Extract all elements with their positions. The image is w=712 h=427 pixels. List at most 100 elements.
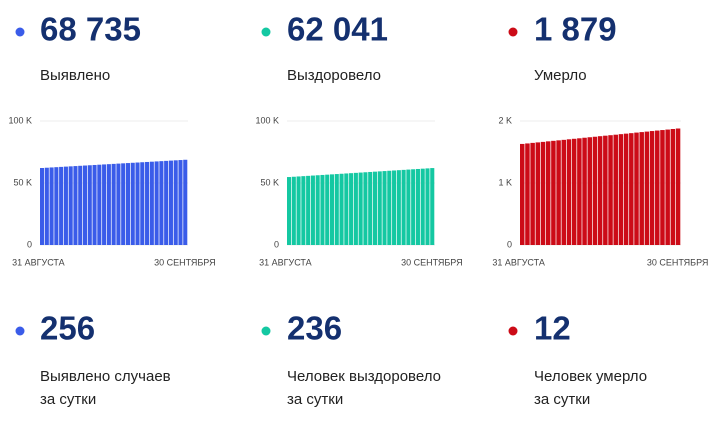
bar: [618, 134, 624, 245]
bar: [116, 163, 121, 245]
bar: [59, 166, 64, 245]
stat-value: 62 041: [287, 11, 388, 48]
bar: [566, 139, 572, 245]
bar: [358, 172, 363, 245]
daily-label: за сутки: [534, 391, 590, 408]
x-tick-label: 31 АВГУСТА: [259, 257, 312, 267]
bar: [382, 171, 387, 245]
bar: [130, 162, 135, 245]
bar: [173, 160, 178, 245]
y-tick-label: 0: [274, 239, 279, 249]
bar: [525, 143, 530, 245]
bar: [329, 174, 335, 245]
bar: [561, 139, 567, 245]
bar: [551, 140, 556, 245]
bar: [401, 169, 406, 245]
bar: [387, 170, 392, 245]
bar: [353, 172, 358, 245]
y-tick-label: 1 K: [498, 177, 512, 187]
bar: [306, 175, 311, 245]
bar: [396, 170, 401, 245]
bullet: [15, 27, 25, 37]
bullet: [508, 326, 518, 336]
daily-label: за сутки: [287, 391, 343, 408]
bullet: [261, 27, 271, 37]
bar: [106, 164, 111, 245]
bar: [320, 174, 325, 245]
bar: [629, 133, 634, 245]
bar: [392, 170, 397, 245]
bar: [675, 128, 681, 245]
bar: [363, 172, 368, 245]
bar: [87, 165, 92, 245]
bar: [339, 173, 344, 245]
bullet: [261, 326, 271, 336]
bar: [44, 167, 49, 245]
bar: [178, 160, 183, 245]
bar: [140, 162, 145, 245]
daily-value: 256: [40, 310, 95, 347]
bar: [73, 166, 78, 245]
bar: [571, 138, 577, 245]
bar: [545, 141, 551, 245]
bullet: [508, 27, 518, 37]
bar: [597, 136, 603, 245]
bar: [40, 167, 45, 245]
daily-label: Человек умерло: [534, 368, 647, 385]
x-tick-label: 31 АВГУСТА: [492, 257, 545, 267]
bar: [540, 141, 546, 245]
bar: [125, 163, 131, 245]
x-tick-label: 30 СЕНТЯБРЯ: [154, 257, 216, 267]
bar: [582, 137, 587, 245]
stat-label: Умерло: [534, 67, 587, 84]
bar: [670, 128, 676, 245]
bar: [411, 169, 416, 245]
bar: [334, 174, 339, 245]
bar: [665, 129, 670, 245]
x-tick-label: 31 АВГУСТА: [12, 257, 65, 267]
y-tick-label: 0: [27, 239, 32, 249]
bar: [149, 161, 154, 245]
bar: [556, 140, 561, 245]
bar: [530, 142, 535, 245]
y-tick-label: 50 K: [260, 177, 279, 187]
bar: [97, 164, 102, 245]
daily-label: Выявлено случаев: [40, 368, 171, 385]
y-tick-label: 0: [507, 239, 512, 249]
daily-label: за сутки: [40, 391, 96, 408]
bar: [660, 130, 665, 245]
bar: [649, 131, 655, 245]
bar: [592, 136, 598, 245]
bar: [310, 175, 315, 245]
bar: [344, 173, 349, 245]
bar: [420, 168, 425, 245]
y-tick-label: 100 K: [8, 115, 32, 125]
bar: [287, 177, 292, 245]
bar: [372, 171, 378, 245]
bar: [603, 135, 608, 245]
bar: [296, 176, 301, 245]
bar: [54, 167, 59, 245]
bar: [154, 161, 159, 245]
stat-label: Выздоровело: [287, 67, 381, 84]
bar: [291, 176, 296, 245]
bar: [159, 161, 164, 245]
bar: [644, 131, 650, 245]
bar: [415, 168, 420, 245]
bar: [168, 160, 173, 245]
bar: [68, 166, 73, 245]
bar: [577, 138, 582, 245]
bar: [164, 160, 169, 245]
bar: [135, 162, 140, 245]
bar: [608, 135, 613, 245]
x-tick-label: 30 СЕНТЯБРЯ: [647, 257, 709, 267]
bar: [63, 166, 68, 245]
bar: [301, 176, 306, 245]
bar: [613, 134, 618, 245]
bar: [425, 168, 430, 245]
bar: [82, 165, 88, 245]
bar: [430, 168, 435, 245]
bar: [634, 132, 639, 245]
bar: [49, 167, 54, 245]
